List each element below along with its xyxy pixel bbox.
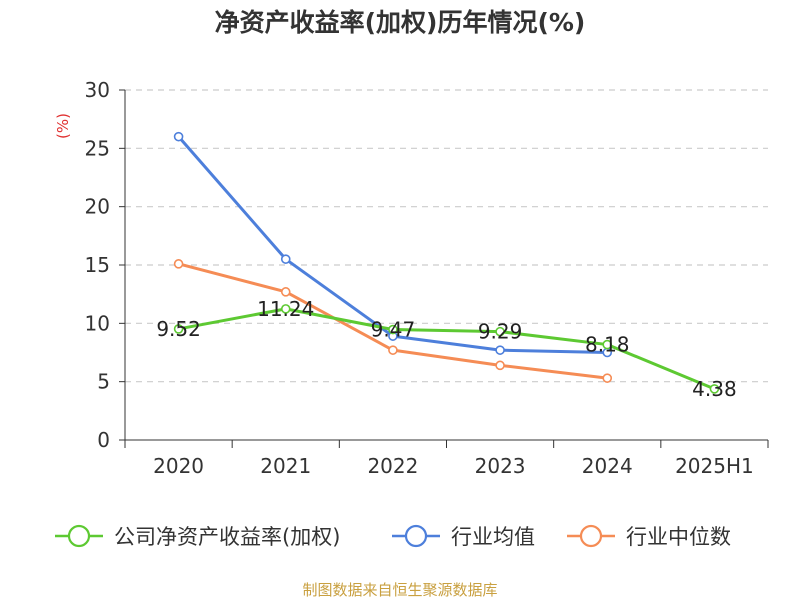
legend-swatch-marker — [579, 524, 603, 548]
x-tick-label: 2025H1 — [675, 454, 754, 478]
data-point — [602, 339, 613, 350]
chart-title: 净资产收益率(加权)历年情况(%) — [215, 8, 586, 37]
source-note: 制图数据来自恒生聚源数据库 — [302, 581, 497, 599]
data-point — [280, 287, 291, 297]
y-tick-label: 30 — [85, 78, 110, 102]
grid-lines — [125, 89, 768, 383]
data-point — [173, 259, 184, 269]
x-tick-label: 2020 — [153, 454, 204, 478]
legend-swatch-marker — [404, 524, 428, 548]
y-tick-label: 5 — [97, 370, 110, 394]
x-tick-label: 2021 — [260, 454, 311, 478]
data-point — [280, 304, 291, 314]
data-point — [173, 131, 184, 142]
series-line — [178, 307, 715, 391]
data-label: 8.18 — [585, 333, 630, 357]
legend: 公司净资产收益率(加权) 行业均值 行业中位数 — [55, 524, 731, 549]
y-tick-label: 20 — [85, 195, 110, 219]
data-label: 4.38 — [692, 377, 737, 401]
data-label: 9.52 — [156, 317, 201, 341]
y-tick-label: 0 — [97, 428, 110, 452]
data-point — [495, 360, 505, 371]
data-point — [602, 373, 613, 383]
x-tick-label: 2023 — [475, 454, 526, 478]
legend-swatch-marker — [67, 524, 91, 548]
legend-item: 公司净资产收益率(加权) — [55, 524, 340, 549]
legend-label: 行业中位数 — [626, 525, 731, 549]
data-point — [709, 384, 720, 394]
y-axis-unit-label: (%) — [54, 113, 72, 139]
x-tick-label: 2022 — [367, 454, 418, 478]
y-tick-label: 10 — [85, 311, 110, 335]
y-tick-label: 25 — [85, 136, 110, 160]
axes: 0 5 10 15 20 25 30 2020 2021 2022 2023 2024 2025H1 — [85, 78, 769, 478]
data-point — [388, 345, 398, 355]
series-layer — [173, 131, 720, 394]
data-point — [280, 254, 291, 264]
y-tick-label: 15 — [85, 253, 110, 277]
legend-label: 行业均值 — [451, 525, 535, 549]
data-point — [495, 345, 505, 355]
legend-item: 行业均值 — [392, 524, 535, 549]
x-tick-label: 2024 — [582, 454, 633, 478]
legend-item: 行业中位数 — [567, 524, 731, 549]
data-point — [388, 324, 398, 335]
data-label: 9.47 — [371, 318, 416, 342]
data-label: 11.24 — [257, 297, 314, 321]
data-labels: 9.52 11.24 9.47 9.29 8.18 4.38 — [156, 297, 736, 401]
legend-label: 公司净资产收益率(加权) — [114, 525, 340, 549]
data-point — [173, 324, 184, 334]
data-point — [495, 326, 505, 337]
data-label: 9.29 — [478, 320, 523, 344]
